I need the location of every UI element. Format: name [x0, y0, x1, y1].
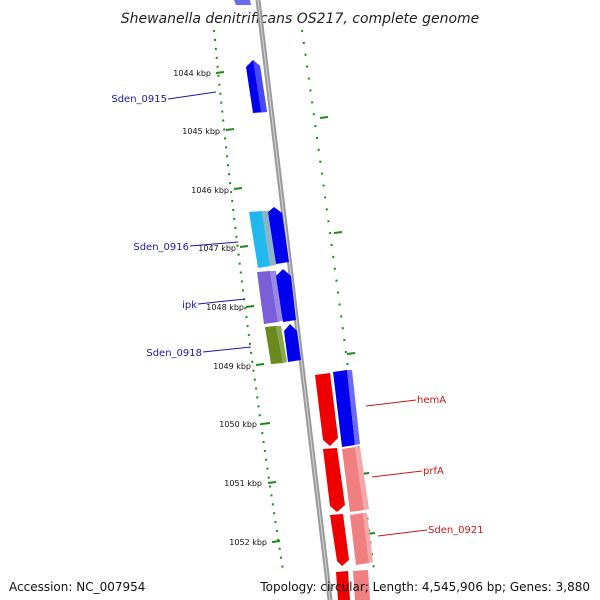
- gene-feature-reverse-red[interactable]: [330, 514, 349, 566]
- gene-feature-forward[interactable]: [284, 324, 301, 362]
- gene-feature-top-partial[interactable]: [234, 0, 251, 5]
- gene-label-group: Sden_0915 Sden_0916 ipk Sden_0918 hemA p…: [111, 91, 484, 537]
- gene-feature-forward[interactable]: [268, 207, 289, 264]
- tick-label: 1051 kbp: [224, 479, 262, 488]
- map-title: Shewanella denitrificans OS217, complete…: [121, 11, 480, 27]
- tick-mark: [239, 245, 249, 248]
- gene-label-ipk[interactable]: ipk: [182, 300, 197, 311]
- gene-feature-shade: [355, 447, 369, 510]
- tick-mark: [346, 352, 356, 355]
- tick-mark: [333, 231, 343, 234]
- label-leader-line: [197, 298, 246, 305]
- tick-mark: [255, 363, 265, 366]
- gene-feature-shade: [253, 60, 267, 112]
- tick-mark: [233, 187, 243, 190]
- accession-text: Accession: NC_007954: [9, 580, 146, 594]
- genome-backbone-highlight: [257, 0, 331, 600]
- tick-mark: [261, 422, 271, 425]
- tick-label: 1052 kbp: [229, 538, 267, 547]
- tick-label: 1048 kbp: [206, 303, 244, 312]
- gene-feature-bottom-partial[interactable]: [353, 570, 370, 600]
- tick-label: 1049 kbp: [213, 362, 251, 371]
- gene-feature-shade: [363, 513, 373, 563]
- tick-label: 1047 kbp: [198, 244, 236, 253]
- label-leader-line: [167, 91, 217, 100]
- gene-feature-forward[interactable]: [276, 269, 296, 322]
- gene-feature-shade: [276, 326, 287, 363]
- gene-feature-reverse-red[interactable]: [323, 448, 345, 512]
- gene-label-hema[interactable]: hemA: [417, 395, 446, 406]
- gene-label-sden-0921[interactable]: Sden_0921: [428, 525, 484, 536]
- label-leader-line: [377, 529, 428, 537]
- gene-label-sden-0918[interactable]: Sden_0918: [146, 348, 202, 359]
- tick-label: 1045 kbp: [182, 127, 220, 136]
- gene-feature-reverse-red[interactable]: [315, 373, 338, 446]
- tick-mark: [215, 71, 225, 74]
- tick-label: 1044 kbp: [173, 69, 211, 78]
- label-leader-line: [365, 399, 417, 407]
- label-leader-line: [189, 241, 239, 247]
- gene-label-sden-0915[interactable]: Sden_0915: [111, 94, 167, 105]
- gene-feature-bottom-partial[interactable]: [336, 571, 350, 600]
- label-leader-line: [202, 346, 252, 353]
- genome-summary-text: Topology: circular; Length: 4,545,906 bp…: [260, 580, 590, 594]
- tick-label: 1046 kbp: [191, 186, 229, 195]
- gene-label-sden-0916[interactable]: Sden_0916: [133, 242, 189, 253]
- gene-feature-ipk[interactable]: [257, 271, 278, 324]
- inner-dotted-track: [213, 29, 284, 571]
- gene-feature-shade: [347, 370, 360, 445]
- tick-mark: [245, 305, 255, 308]
- tick-mark: [271, 540, 281, 543]
- tick-mark: [319, 116, 329, 119]
- tick-label: 1050 kbp: [219, 420, 257, 429]
- gene-feature-sden-0918[interactable]: [265, 326, 283, 364]
- gene-feature-prfa[interactable]: [342, 447, 364, 512]
- gene-feature-hema[interactable]: [333, 370, 355, 447]
- gene-label-prfa[interactable]: prfA: [423, 466, 444, 477]
- tick-mark: [225, 128, 235, 131]
- gene-feature-sden-0916[interactable]: [249, 211, 270, 268]
- tick-group: 1044 kbp 1045 kbp 1046 kbp 1047 kbp 1048…: [173, 69, 376, 547]
- gene-feature-shade: [270, 271, 284, 322]
- label-leader-line: [371, 470, 423, 478]
- gene-feature-sden-0921[interactable]: [350, 513, 369, 565]
- tick-mark: [267, 481, 277, 484]
- gene-feature-shade: [262, 211, 276, 266]
- gene-features: [234, 0, 373, 600]
